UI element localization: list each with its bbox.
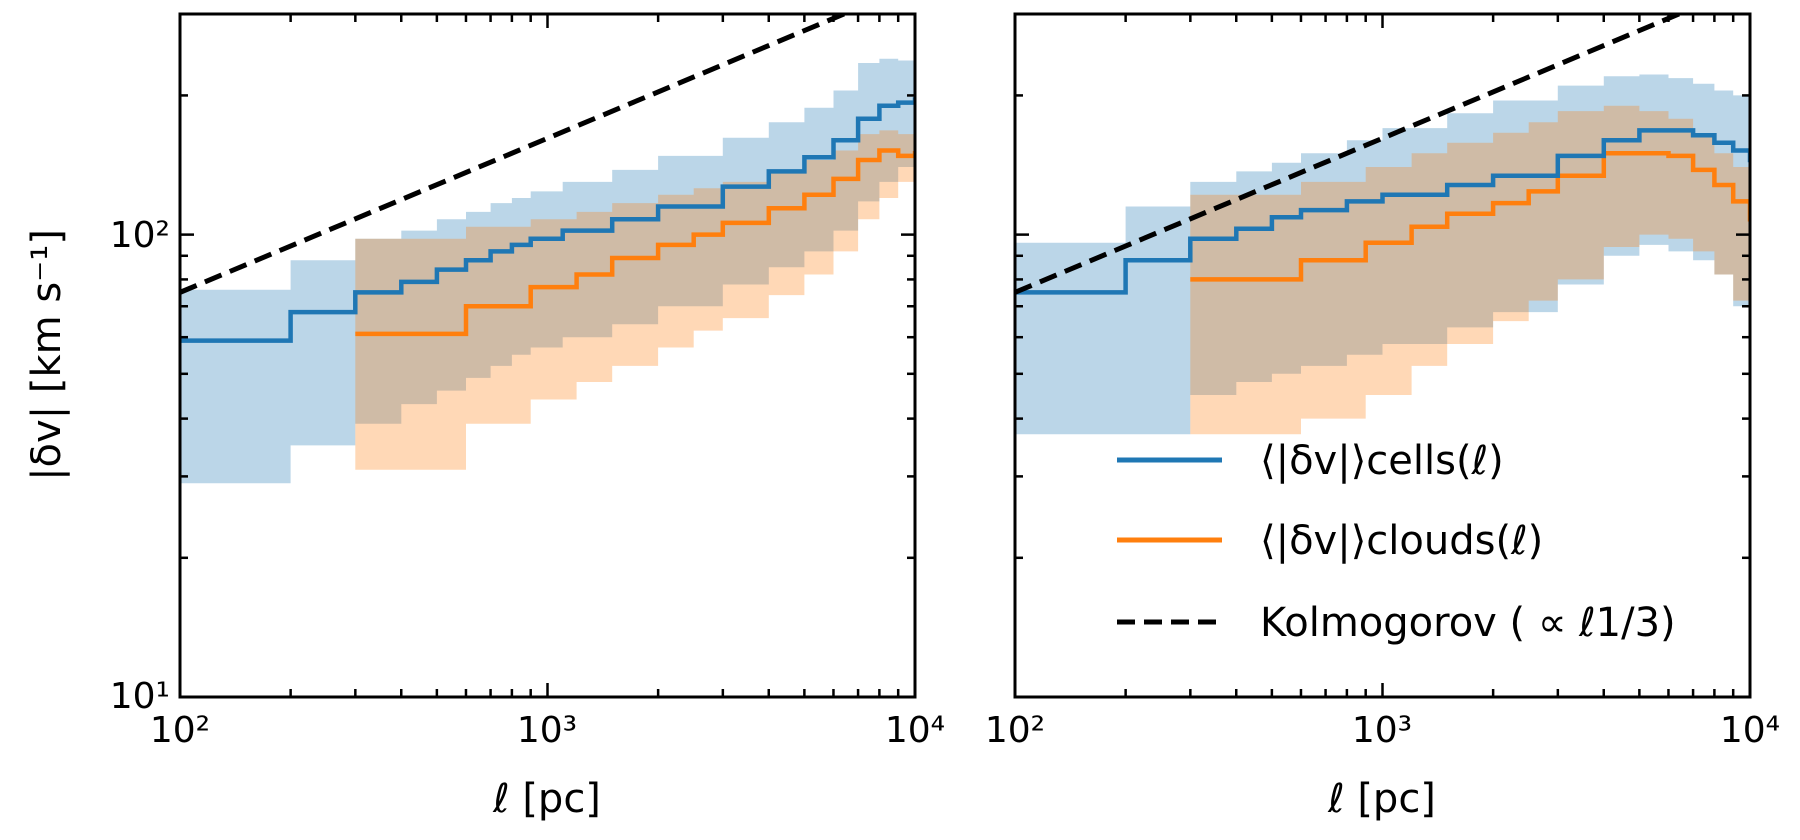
- left-clouds-band: [355, 130, 915, 470]
- legend-item-clouds: ⟨|δv|⟩clouds(ℓ): [1117, 518, 1543, 564]
- left-cells-band: [180, 58, 915, 484]
- left-panel: 10² 10³ 10⁴ 10¹ 10² ℓ [pc] |δv| [km s⁻¹]: [24, 12, 945, 822]
- right-kolmogorov-line: [1015, 14, 1686, 295]
- left-xtick-label-1000: 10³: [517, 710, 577, 751]
- left-plot-area: [180, 14, 915, 484]
- right-clouds-band: [1190, 105, 1750, 435]
- right-cells-line: [1015, 128, 1750, 295]
- left-xtick-label-10000: 10⁴: [885, 710, 945, 751]
- left-clouds-line: [355, 148, 915, 337]
- right-plot-area: [1015, 14, 1750, 435]
- legend-item-cells: ⟨|δv|⟩cells(ℓ): [1117, 438, 1504, 484]
- left-xtick-label-100: 10²: [150, 710, 210, 751]
- legend-label-cells: ⟨|δv|⟩cells(ℓ): [1260, 438, 1504, 484]
- right-x-axis-label: ℓ [pc]: [1327, 776, 1436, 822]
- left-axes-frame: [178, 12, 917, 699]
- right-axes-frame: [1013, 12, 1752, 699]
- legend-item-kolmogorov: Kolmogorov ( ∝ ℓ1/3): [1117, 600, 1676, 646]
- right-cells-band: [1015, 74, 1750, 435]
- left-cells-line: [180, 97, 915, 343]
- y-axis-label: |δv| [km s⁻¹]: [24, 229, 70, 481]
- legend-label-kolmogorov: Kolmogorov ( ∝ ℓ1/3): [1260, 600, 1676, 646]
- right-xtick-label-100: 10²: [985, 710, 1045, 751]
- left-x-axis-label: ℓ [pc]: [492, 776, 601, 822]
- right-xtick-label-1000: 10³: [1352, 710, 1412, 751]
- legend: ⟨|δv|⟩cells(ℓ) ⟨|δv|⟩clouds(ℓ) Kolmogoro…: [1117, 438, 1676, 646]
- ytick-label-100: 10²: [110, 215, 170, 256]
- legend-label-clouds: ⟨|δv|⟩clouds(ℓ): [1260, 518, 1543, 564]
- left-kolmogorov-line: [180, 14, 851, 295]
- ytick-label-10: 10¹: [110, 676, 170, 717]
- right-xtick-label-10000: 10⁴: [1720, 710, 1780, 751]
- right-panel: 10² 10³ 10⁴ ℓ [pc] ⟨|δv|⟩cells(ℓ) ⟨|δv|⟩…: [985, 12, 1780, 822]
